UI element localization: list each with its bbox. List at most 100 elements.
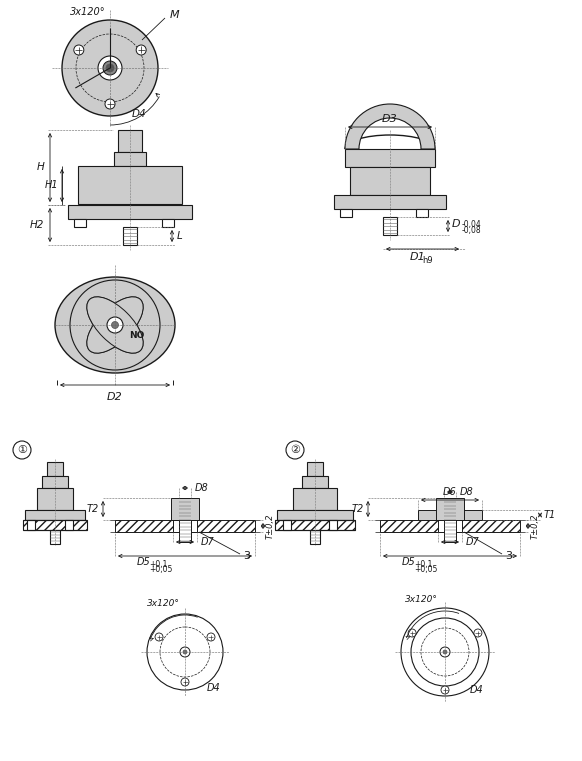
Text: D1: D1 bbox=[410, 252, 426, 262]
Bar bbox=[334, 195, 446, 209]
Bar bbox=[345, 149, 435, 167]
Ellipse shape bbox=[87, 297, 143, 353]
Text: D8: D8 bbox=[195, 483, 209, 493]
Circle shape bbox=[183, 650, 187, 654]
Text: NO: NO bbox=[129, 330, 145, 339]
Text: D8: D8 bbox=[460, 487, 474, 497]
Circle shape bbox=[112, 321, 119, 329]
Ellipse shape bbox=[87, 297, 143, 353]
Circle shape bbox=[103, 61, 117, 75]
Circle shape bbox=[474, 629, 482, 637]
Circle shape bbox=[408, 629, 416, 637]
Bar bbox=[438, 520, 462, 532]
Circle shape bbox=[443, 650, 447, 654]
Bar bbox=[27, 520, 35, 530]
Text: T±0,2: T±0,2 bbox=[266, 513, 275, 539]
Text: D7: D7 bbox=[201, 537, 215, 547]
Text: H2: H2 bbox=[30, 220, 44, 230]
Ellipse shape bbox=[87, 297, 143, 353]
Text: h9: h9 bbox=[422, 256, 432, 265]
Circle shape bbox=[98, 56, 122, 80]
Bar bbox=[115, 520, 255, 532]
Text: T1: T1 bbox=[544, 510, 556, 520]
Text: T2: T2 bbox=[352, 504, 364, 514]
Circle shape bbox=[107, 317, 123, 333]
Bar bbox=[418, 510, 482, 520]
Bar bbox=[74, 219, 86, 227]
Text: +0,1: +0,1 bbox=[149, 560, 168, 569]
Text: D3: D3 bbox=[382, 114, 398, 124]
Text: D5: D5 bbox=[137, 557, 151, 567]
Bar bbox=[25, 510, 85, 520]
Text: +0,1: +0,1 bbox=[414, 560, 432, 569]
Circle shape bbox=[136, 45, 146, 55]
Bar bbox=[302, 476, 328, 488]
Bar bbox=[329, 520, 337, 530]
Ellipse shape bbox=[87, 297, 143, 353]
Text: 3x120°: 3x120° bbox=[147, 600, 179, 609]
Text: +0,05: +0,05 bbox=[149, 565, 172, 574]
Circle shape bbox=[105, 99, 115, 109]
Bar bbox=[50, 530, 60, 544]
Text: ②: ② bbox=[290, 445, 300, 455]
Text: L: L bbox=[177, 231, 183, 241]
Bar bbox=[436, 498, 464, 520]
Bar bbox=[37, 488, 73, 510]
Text: +0,05: +0,05 bbox=[414, 565, 438, 574]
Bar bbox=[162, 219, 174, 227]
Text: D4: D4 bbox=[207, 683, 221, 693]
Text: 3: 3 bbox=[243, 551, 250, 561]
Bar bbox=[350, 167, 430, 195]
Text: 3x120°: 3x120° bbox=[404, 596, 438, 604]
Bar bbox=[277, 510, 353, 520]
Bar bbox=[340, 209, 352, 217]
Bar bbox=[310, 530, 320, 544]
Text: -0,04: -0,04 bbox=[462, 220, 482, 229]
Text: D7: D7 bbox=[466, 537, 480, 547]
Bar bbox=[68, 205, 192, 219]
Bar bbox=[283, 520, 291, 530]
Bar bbox=[380, 520, 520, 532]
Circle shape bbox=[207, 633, 215, 641]
Bar bbox=[114, 152, 146, 166]
Ellipse shape bbox=[55, 277, 175, 373]
Bar bbox=[383, 217, 397, 235]
Bar bbox=[78, 166, 182, 204]
Bar bbox=[42, 476, 68, 488]
Text: T±0,2: T±0,2 bbox=[531, 513, 540, 539]
Circle shape bbox=[441, 686, 449, 694]
Bar bbox=[118, 130, 142, 152]
Bar bbox=[438, 510, 462, 520]
Text: D6: D6 bbox=[443, 487, 457, 497]
Circle shape bbox=[106, 64, 114, 72]
Circle shape bbox=[155, 633, 163, 641]
Bar bbox=[123, 227, 137, 245]
Bar bbox=[275, 520, 355, 530]
Text: D5: D5 bbox=[402, 557, 416, 567]
Bar bbox=[179, 498, 191, 542]
Bar bbox=[23, 520, 87, 530]
Bar bbox=[444, 498, 456, 542]
Text: D4: D4 bbox=[132, 109, 147, 119]
Wedge shape bbox=[345, 104, 435, 149]
Bar bbox=[171, 498, 199, 520]
Text: T2: T2 bbox=[87, 504, 99, 514]
Bar bbox=[65, 520, 73, 530]
Text: M: M bbox=[170, 10, 180, 20]
Text: D: D bbox=[452, 219, 460, 229]
Text: -0,08: -0,08 bbox=[462, 226, 482, 235]
Bar bbox=[47, 462, 63, 476]
Text: D2: D2 bbox=[107, 392, 123, 402]
Circle shape bbox=[181, 678, 189, 686]
Circle shape bbox=[440, 647, 450, 657]
Bar bbox=[307, 462, 323, 476]
Text: 3: 3 bbox=[505, 551, 512, 561]
Bar bbox=[293, 488, 337, 510]
Circle shape bbox=[180, 647, 190, 657]
Circle shape bbox=[74, 45, 84, 55]
Text: ①: ① bbox=[17, 445, 27, 455]
Text: 3x120°: 3x120° bbox=[70, 7, 106, 17]
Text: D4: D4 bbox=[470, 685, 484, 695]
Bar bbox=[416, 209, 428, 217]
Bar bbox=[173, 520, 197, 532]
